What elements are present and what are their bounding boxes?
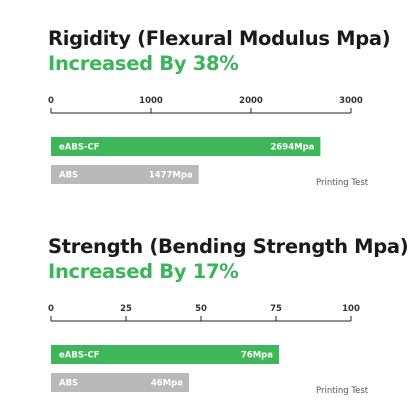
chart-note: Printing Test bbox=[316, 178, 369, 188]
x-tick-label: 75 bbox=[270, 304, 282, 314]
x-tick-label: 1000 bbox=[139, 96, 163, 106]
strength-chart-plot: 0 25 50 75 100 eABS-CF 76Mpa ABS 46Mpa bbox=[48, 304, 360, 392]
chart-subtitle: Increased By 38% bbox=[48, 52, 239, 75]
chart-title: Rigidity (Flexural Modulus Mpa) bbox=[48, 27, 391, 50]
bar-value-label: 76Mpa bbox=[241, 351, 273, 361]
rigidity-chart-plot: 0 1000 2000 3000 eABS-CF 2694Mpa ABS 1477Mpa bbox=[48, 96, 363, 184]
x-tick-label: 3000 bbox=[339, 96, 363, 106]
x-tick-label: 100 bbox=[342, 304, 360, 314]
bar-value-label: 2694Mpa bbox=[270, 143, 314, 153]
bar-value-label: 46Mpa bbox=[151, 379, 183, 389]
x-tick-label: 0 bbox=[48, 96, 54, 106]
bar-eabs-cf bbox=[51, 137, 321, 156]
chart-title: Strength (Bending Strength Mpa) bbox=[48, 235, 409, 258]
rigidity-chart-panel: Rigidity (Flexural Modulus Mpa) Increase… bbox=[48, 27, 391, 188]
bar-category-label: eABS-CF bbox=[59, 351, 100, 361]
bar-eabs-cf bbox=[51, 345, 279, 364]
bar-category-label: ABS bbox=[59, 171, 78, 181]
bar-value-label: 1477Mpa bbox=[149, 171, 193, 181]
chart-subtitle: Increased By 17% bbox=[48, 260, 239, 283]
x-tick-label: 25 bbox=[120, 304, 132, 314]
chart-note: Printing Test bbox=[316, 386, 369, 396]
x-tick-label: 2000 bbox=[239, 96, 263, 106]
bar-category-label: eABS-CF bbox=[59, 143, 100, 153]
x-tick-label: 50 bbox=[195, 304, 207, 314]
bar-category-label: ABS bbox=[59, 379, 78, 389]
x-tick-label: 0 bbox=[48, 304, 54, 314]
strength-chart-panel: Strength (Bending Strength Mpa) Increase… bbox=[0, 208, 416, 416]
bar-abs bbox=[51, 373, 189, 392]
bar-abs bbox=[51, 165, 199, 184]
